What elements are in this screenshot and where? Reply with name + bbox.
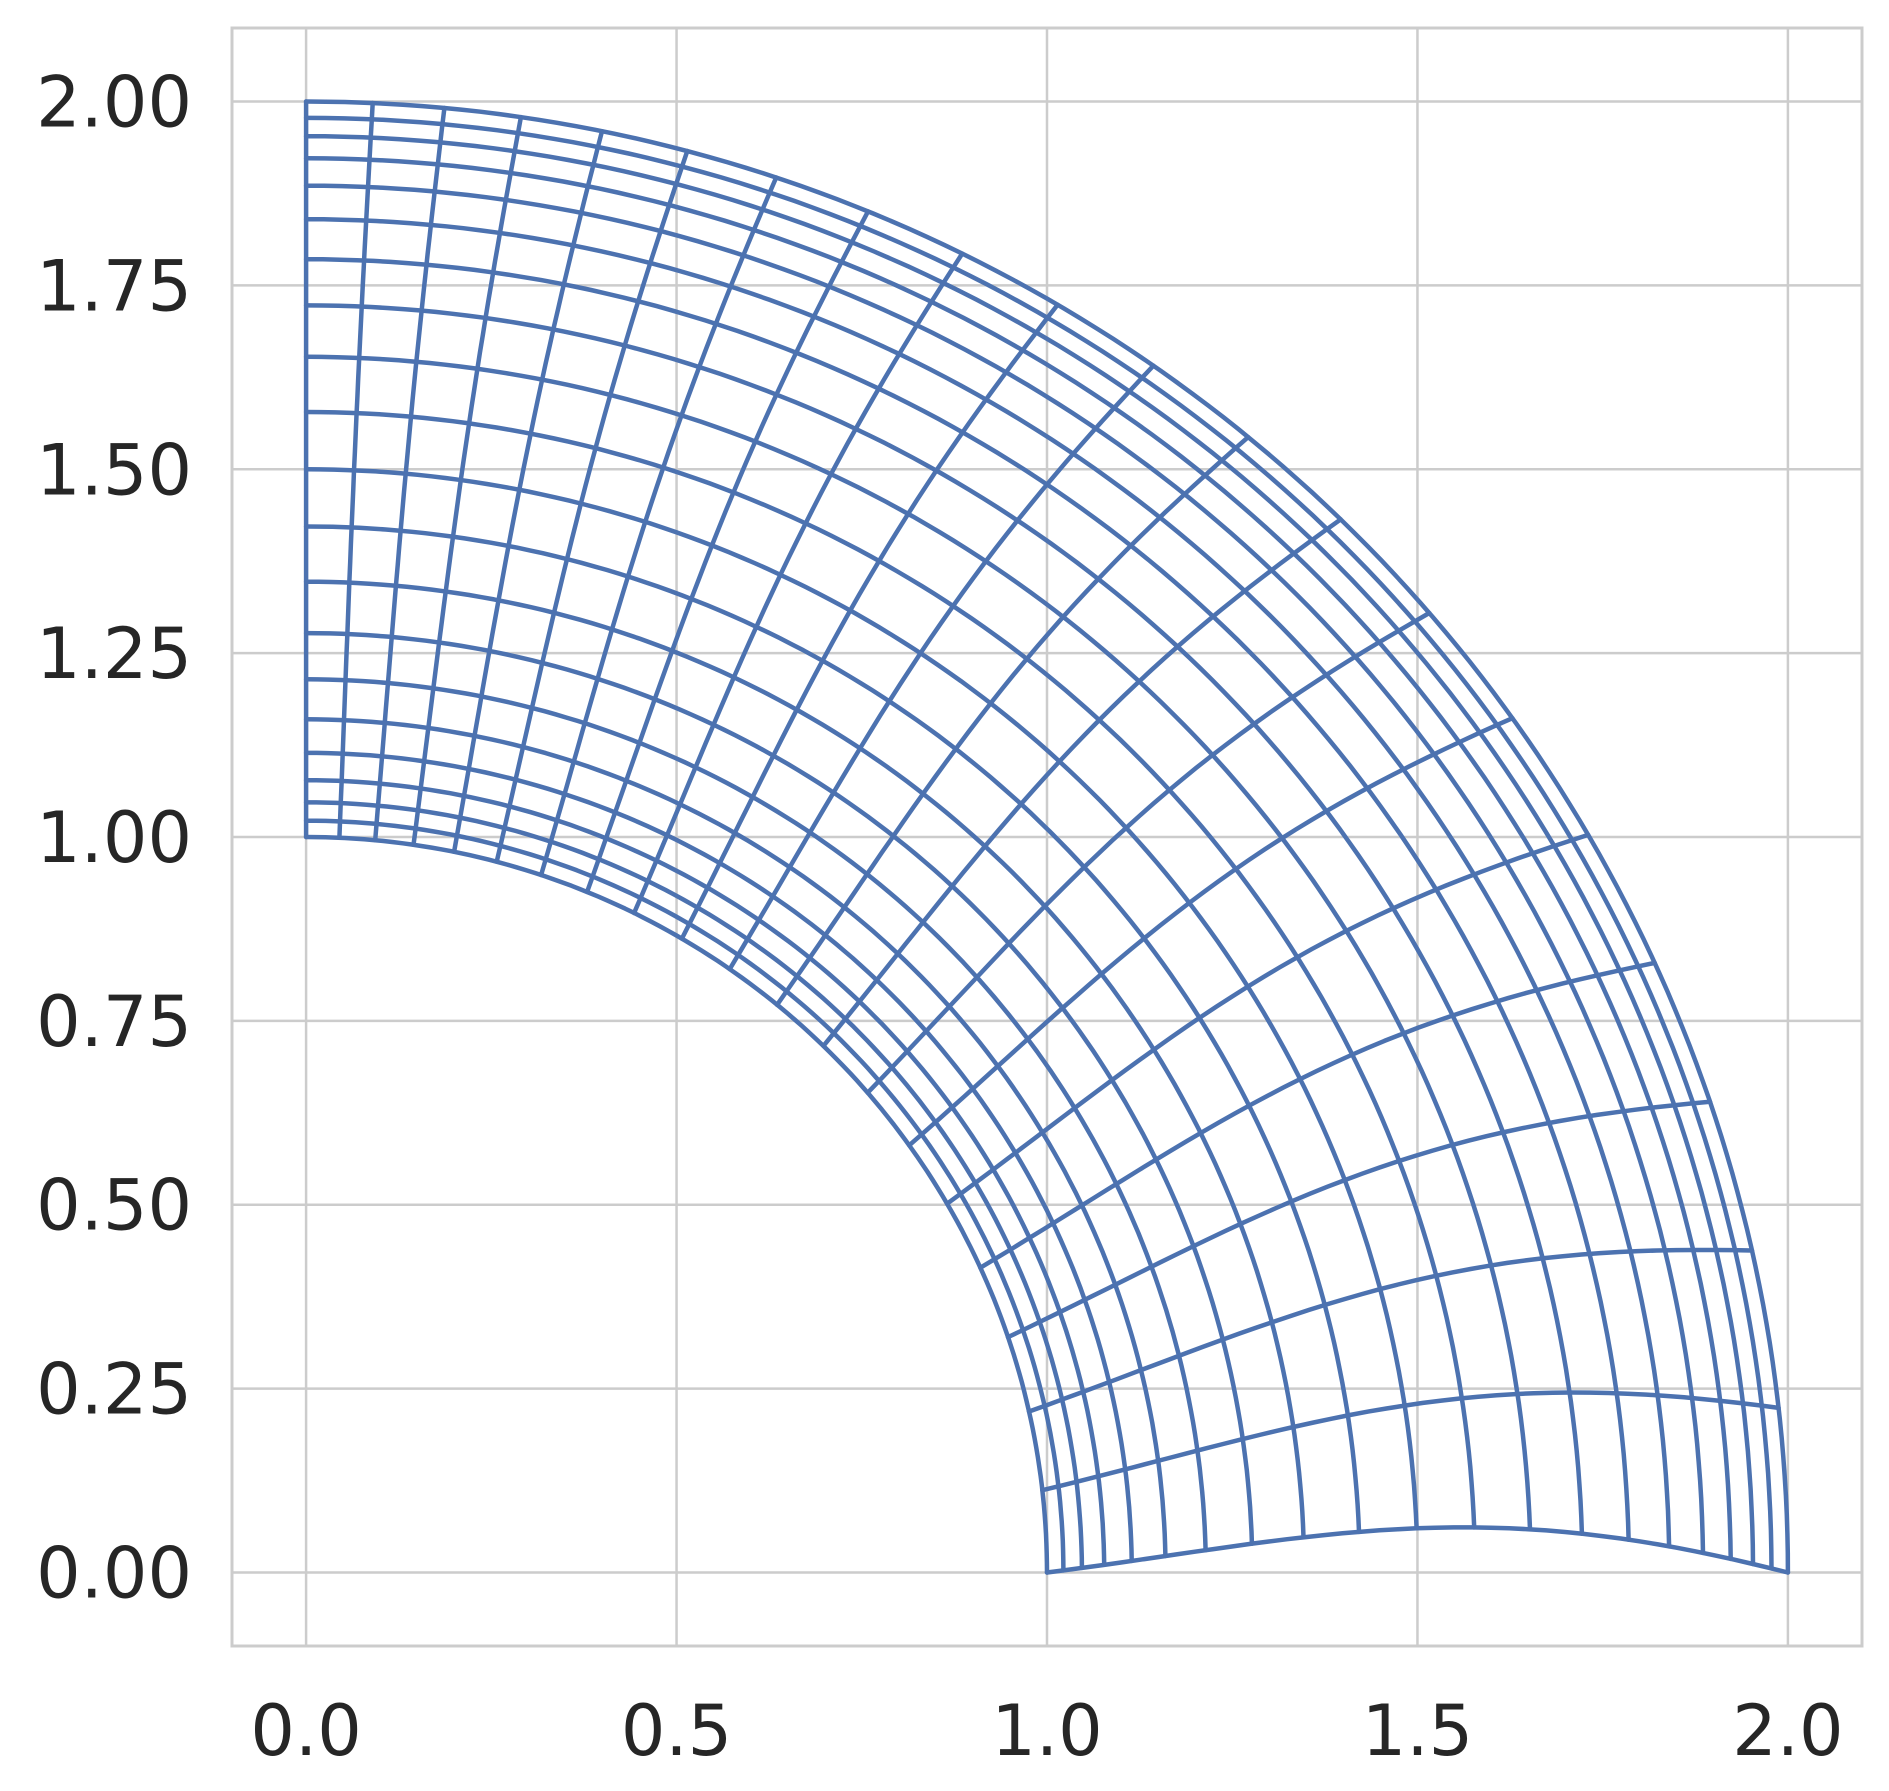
x-tick-label-4: 2.0 <box>1732 1690 1843 1772</box>
axes-border <box>230 26 1864 1648</box>
mesh-arc-17 <box>303 156 1733 1562</box>
mesh-spoke-3 <box>1005 1099 1713 1340</box>
mesh-arc-20 <box>303 99 1791 1575</box>
x-tick-label-0: 0.0 <box>250 1690 361 1772</box>
x-tick-label-3: 1.5 <box>1362 1690 1473 1772</box>
y-tick-label-8: 2.00 <box>36 62 192 144</box>
mesh-spoke-19 <box>337 100 375 840</box>
y-tick-labels: 0.00 0.25 0.50 0.75 1.00 1.25 1.50 1.75 2.00 <box>36 62 192 1615</box>
mesh-spoke-14 <box>538 175 779 878</box>
mesh-spoke-11 <box>679 302 1060 941</box>
mesh-spoke-18 <box>372 105 447 843</box>
y-tick-label-7: 1.75 <box>36 245 192 327</box>
mesh-spoke-12 <box>631 251 965 916</box>
mesh-spoke-10 <box>727 363 1156 972</box>
x-tick-label-2: 1.0 <box>991 1690 1102 1772</box>
mesh-lines <box>303 99 1791 1575</box>
mesh-arc-18 <box>303 133 1756 1567</box>
y-tick-label-6: 1.50 <box>36 429 192 511</box>
mesh-spoke-13 <box>584 209 871 895</box>
mesh-spoke-9 <box>774 434 1251 1008</box>
mesh-spoke-1 <box>1040 1390 1781 1493</box>
mesh-spoke-5 <box>944 832 1591 1206</box>
mesh-spoke-0 <box>1044 1525 1791 1575</box>
x-tick-label-1: 0.5 <box>621 1690 732 1772</box>
mesh-spoke-8 <box>821 517 1343 1049</box>
mesh-spoke-7 <box>865 610 1432 1095</box>
mesh-spoke-6 <box>906 715 1515 1148</box>
x-tick-labels: 0.0 0.5 1.0 1.5 2.0 <box>250 1690 1843 1772</box>
mesh-spoke-2 <box>1026 1247 1755 1414</box>
mesh-spoke-16 <box>451 128 605 855</box>
y-tick-label-4: 1.00 <box>36 797 192 879</box>
y-tick-label-5: 1.25 <box>36 613 192 695</box>
mesh-arc-19 <box>303 115 1774 1571</box>
mesh-spoke-17 <box>411 114 524 848</box>
mesh-spoke-15 <box>494 148 690 864</box>
y-tick-label-2: 0.50 <box>36 1165 192 1247</box>
y-tick-label-1: 0.25 <box>36 1349 192 1431</box>
axes-frame <box>230 26 1864 1648</box>
y-tick-label-3: 0.75 <box>36 981 192 1063</box>
y-tick-label-0: 0.00 <box>36 1532 192 1614</box>
mesh-spoke-4 <box>978 960 1657 1270</box>
